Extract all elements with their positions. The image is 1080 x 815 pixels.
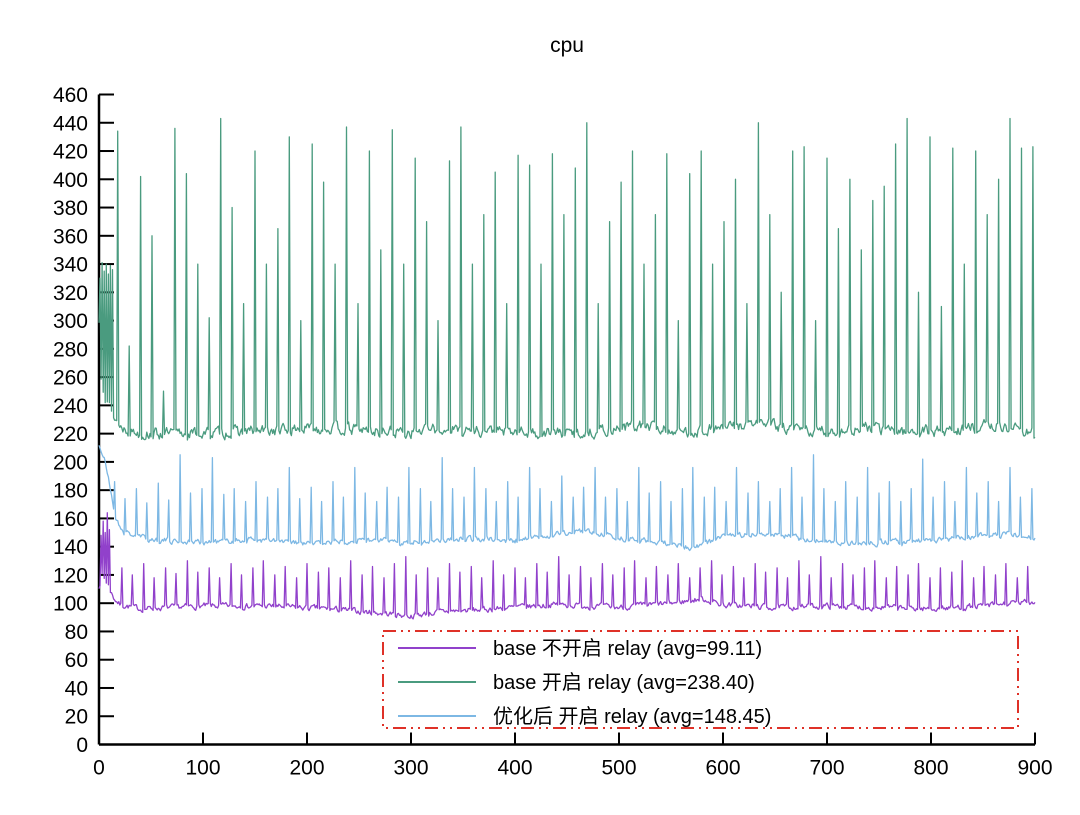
y-tick-label: 60	[65, 649, 88, 672]
series-line-2	[98, 117, 1036, 441]
chart-title: cpu	[550, 34, 584, 57]
legend-entry: 优化后 开启 relay (avg=148.45)	[398, 705, 771, 728]
x-tick-label: 600	[705, 757, 740, 780]
y-tick-label: 340	[53, 254, 88, 277]
x-tick-label: 300	[393, 757, 428, 780]
y-tick-label: 320	[53, 282, 88, 305]
y-tick-label: 120	[53, 564, 88, 587]
y-tick-label: 0	[76, 734, 88, 757]
y-tick-label: 440	[53, 112, 88, 135]
y-tick-label: 20	[65, 706, 88, 729]
y-tick-label: 420	[53, 141, 88, 164]
x-axis: 0 100 200 300 400 500 600 700 800 900	[93, 732, 1053, 780]
y-tick-label: 160	[53, 508, 88, 531]
y-tick-label: 220	[53, 423, 88, 446]
legend-label: 优化后 开启 relay (avg=148.45)	[493, 705, 771, 728]
y-tick-label: 260	[53, 367, 88, 390]
x-tick-label: 900	[1017, 757, 1052, 780]
x-tick-label: 200	[289, 757, 324, 780]
y-tick-label: 400	[53, 169, 88, 192]
legend-entry: base 开启 relay (avg=238.40)	[398, 671, 755, 694]
y-tick-label: 40	[65, 677, 88, 700]
y-tick-label: 80	[65, 621, 88, 644]
y-axis: 0 20 40 60 80 100 120 140 160 180 200 220 240 260 280 3…	[53, 84, 114, 757]
y-tick-label: 180	[53, 480, 88, 503]
legend-label: base 不开启 relay (avg=99.11)	[493, 637, 762, 660]
x-tick-label: 100	[185, 757, 220, 780]
y-tick-label: 140	[53, 536, 88, 559]
x-tick-label: 0	[93, 757, 105, 780]
x-tick-label: 400	[497, 757, 532, 780]
legend-entry: base 不开启 relay (avg=99.11)	[398, 637, 762, 660]
y-tick-label: 200	[53, 451, 88, 474]
legend: base 不开启 relay (avg=99.11) base 开启 relay …	[382, 630, 1019, 729]
x-tick-label: 800	[913, 757, 948, 780]
x-tick-label: 700	[809, 757, 844, 780]
series-line-1	[98, 512, 1036, 620]
y-tick-label: 240	[53, 395, 88, 418]
y-tick-label: 100	[53, 593, 88, 616]
y-tick-label: 360	[53, 225, 88, 248]
y-tick-label: 300	[53, 310, 88, 333]
series-lines	[98, 117, 1036, 620]
legend-border	[382, 630, 1019, 729]
y-tick-label: 280	[53, 338, 88, 361]
series-line-3	[98, 445, 1036, 552]
y-tick-label: 460	[53, 84, 88, 107]
x-tick-label: 500	[601, 757, 636, 780]
legend-label: base 开启 relay (avg=238.40)	[493, 671, 755, 694]
y-tick-label: 380	[53, 197, 88, 220]
